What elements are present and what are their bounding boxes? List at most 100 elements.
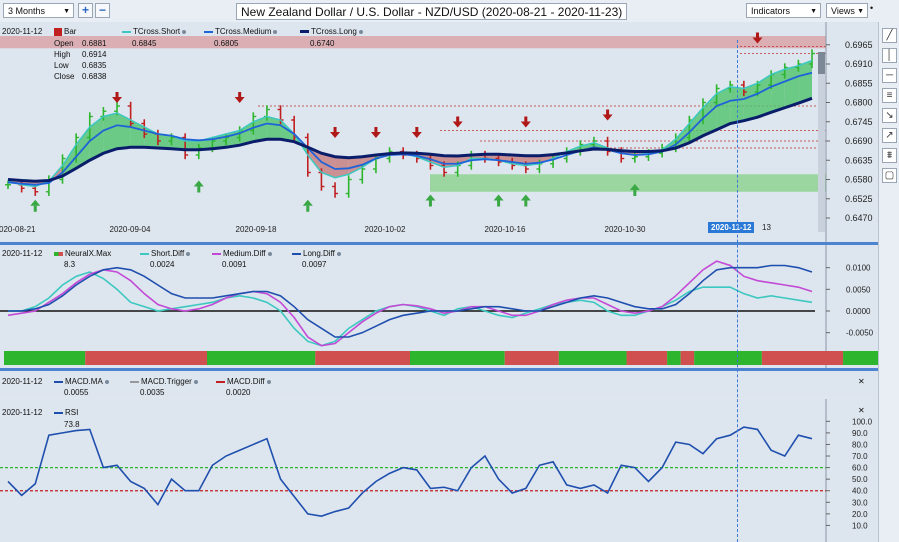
zoom-in-button[interactable]: + bbox=[78, 3, 93, 18]
price-scroll-thumb bbox=[818, 52, 825, 74]
y-tick-label: 50.0 bbox=[852, 475, 868, 484]
trend-fill bbox=[716, 86, 731, 130]
pane-splitter[interactable] bbox=[0, 242, 878, 245]
sell-arrow-stem bbox=[333, 127, 337, 133]
macd-pane[interactable]: 2020-11-12 MACD.MA 0.0055 MACD.Trigger 0… bbox=[0, 371, 878, 397]
chevron-down-icon: ▼ bbox=[857, 8, 864, 15]
trend-fill bbox=[239, 121, 254, 146]
ray-tool-icon[interactable]: ↘ bbox=[882, 108, 897, 123]
support-zone bbox=[430, 174, 826, 192]
indicators-select[interactable]: Indicators ▼ bbox=[746, 3, 821, 18]
short-diff-legend: Short.Diff bbox=[140, 249, 191, 258]
trendline-tool-icon[interactable]: ╱ bbox=[882, 28, 897, 43]
trend-fill bbox=[307, 147, 322, 173]
channel-tool-icon[interactable]: ≡ bbox=[882, 88, 897, 103]
buy-arrow-icon bbox=[629, 184, 640, 190]
chart-title: New Zealand Dollar / U.S. Dollar - NZD/U… bbox=[236, 3, 628, 20]
tcross-medium-legend: TCross.Medium bbox=[204, 27, 278, 36]
y-tick-label: 0.6855 bbox=[845, 78, 873, 88]
trend-fill bbox=[798, 60, 812, 104]
annotation-tool-icon[interactable]: ▢ bbox=[882, 168, 897, 183]
y-tick-label: 0.0100 bbox=[846, 264, 871, 273]
price-chart: 0.6965 0.6910 0.6855 0.6800 0.6745 0.6690 0.66… bbox=[0, 22, 873, 242]
sell-arrow-stem bbox=[374, 127, 378, 133]
regime-band bbox=[558, 351, 627, 365]
trend-fill bbox=[130, 120, 145, 148]
long-diff-line bbox=[8, 264, 813, 338]
tcross-short-value: 0.6845 bbox=[132, 39, 157, 48]
fibonacci-tool-icon[interactable]: ⩩ bbox=[882, 148, 897, 163]
close-value: 0.6838 bbox=[82, 72, 107, 81]
y-tick-label: 0.6745 bbox=[845, 117, 873, 127]
y-tick-label: 10.0 bbox=[852, 521, 868, 530]
arrow-tool-icon[interactable]: ↗ bbox=[882, 128, 897, 143]
buy-arrow-stem bbox=[197, 186, 201, 193]
tcross-medium-line bbox=[7, 71, 813, 186]
regime-band bbox=[504, 351, 559, 365]
sell-arrow-icon bbox=[370, 132, 381, 138]
x-tick-label: 2020-09-04 bbox=[110, 225, 151, 234]
zoom-out-button[interactable]: − bbox=[95, 3, 110, 18]
trend-fill bbox=[171, 135, 186, 150]
sell-arrow-icon bbox=[330, 132, 341, 138]
vertical-line-tool-icon[interactable]: │ bbox=[882, 48, 897, 63]
y-tick-label: 0.6910 bbox=[845, 59, 873, 69]
rsi-pane[interactable]: 100.0 90.0 80.0 70.0 60.0 50.0 40.0 30.0 20.0 10.… bbox=[0, 399, 878, 542]
horizontal-line-tool-icon[interactable]: ─ bbox=[882, 68, 897, 83]
macd-legend-date: 2020-11-12 bbox=[2, 377, 43, 386]
trend-fill bbox=[743, 83, 758, 121]
buy-arrow-stem bbox=[633, 190, 637, 196]
rsi-legend-date: 2020-11-12 bbox=[2, 408, 43, 417]
buy-arrow-icon bbox=[493, 194, 504, 201]
trend-fill bbox=[117, 113, 131, 149]
x-tick-label: 2020-10-02 bbox=[365, 225, 406, 234]
trend-fill bbox=[280, 120, 295, 142]
regime-band bbox=[4, 351, 86, 365]
pane-splitter[interactable] bbox=[0, 368, 878, 371]
period-select[interactable]: 3 Months ▼ bbox=[3, 3, 74, 18]
high-value: 0.6914 bbox=[82, 50, 107, 59]
sell-arrow-stem bbox=[755, 32, 759, 39]
pin-icon[interactable]: • bbox=[870, 3, 874, 13]
buy-arrow-icon bbox=[193, 180, 204, 187]
y-tick-label: 70.0 bbox=[852, 452, 868, 461]
indicators-label: Indicators bbox=[751, 6, 791, 16]
rsi-chart: 100.0 90.0 80.0 70.0 60.0 50.0 40.0 30.0 20.0 10.… bbox=[0, 399, 873, 542]
sell-arrow-icon bbox=[452, 121, 463, 128]
y-tick-label: 0.6635 bbox=[845, 155, 873, 165]
price-pane[interactable]: 0.6965 0.6910 0.6855 0.6800 0.6745 0.6690 0.66… bbox=[0, 22, 878, 242]
collapse-pane-icon[interactable]: ✕ bbox=[858, 406, 865, 415]
x-tick-label: 2020-10-30 bbox=[605, 225, 646, 234]
y-tick-label: 0.0000 bbox=[846, 307, 871, 316]
low-legend: Low bbox=[54, 61, 69, 70]
y-tick-label: 90.0 bbox=[852, 429, 868, 438]
open-legend: Open bbox=[54, 39, 74, 48]
sell-arrow-icon bbox=[752, 37, 763, 44]
medium-diff-legend: Medium.Diff bbox=[212, 249, 272, 258]
macd-ma-value: 0.0055 bbox=[64, 388, 89, 397]
y-tick-label: 30.0 bbox=[852, 498, 868, 507]
x-tick-label: 2020-09-18 bbox=[236, 225, 277, 234]
period-value: 3 Months bbox=[8, 6, 46, 16]
sell-arrow-stem bbox=[606, 109, 610, 116]
buy-arrow-stem bbox=[306, 205, 310, 212]
medium-diff-value: 0.0091 bbox=[222, 260, 247, 269]
x-tick-label: 2020-10-16 bbox=[485, 225, 526, 234]
sell-arrow-icon bbox=[520, 121, 531, 128]
short-diff-value: 0.0024 bbox=[150, 260, 175, 269]
trend-fill bbox=[253, 116, 267, 142]
macd-ma-legend: MACD.MA bbox=[54, 377, 109, 386]
buy-arrow-stem bbox=[524, 200, 528, 207]
sell-arrow-icon bbox=[411, 132, 422, 138]
trend-fill bbox=[771, 69, 785, 113]
tcross-long-value: 0.6740 bbox=[310, 39, 335, 48]
open-value: 0.6881 bbox=[82, 39, 107, 48]
sell-arrow-icon bbox=[112, 97, 123, 103]
y-tick-label: 80.0 bbox=[852, 440, 868, 449]
views-select[interactable]: Views ▼ bbox=[826, 3, 868, 18]
long-diff-value: 0.0097 bbox=[302, 260, 327, 269]
y-tick-label: 0.6580 bbox=[845, 175, 873, 185]
collapse-pane-icon[interactable]: ✕ bbox=[858, 377, 865, 386]
